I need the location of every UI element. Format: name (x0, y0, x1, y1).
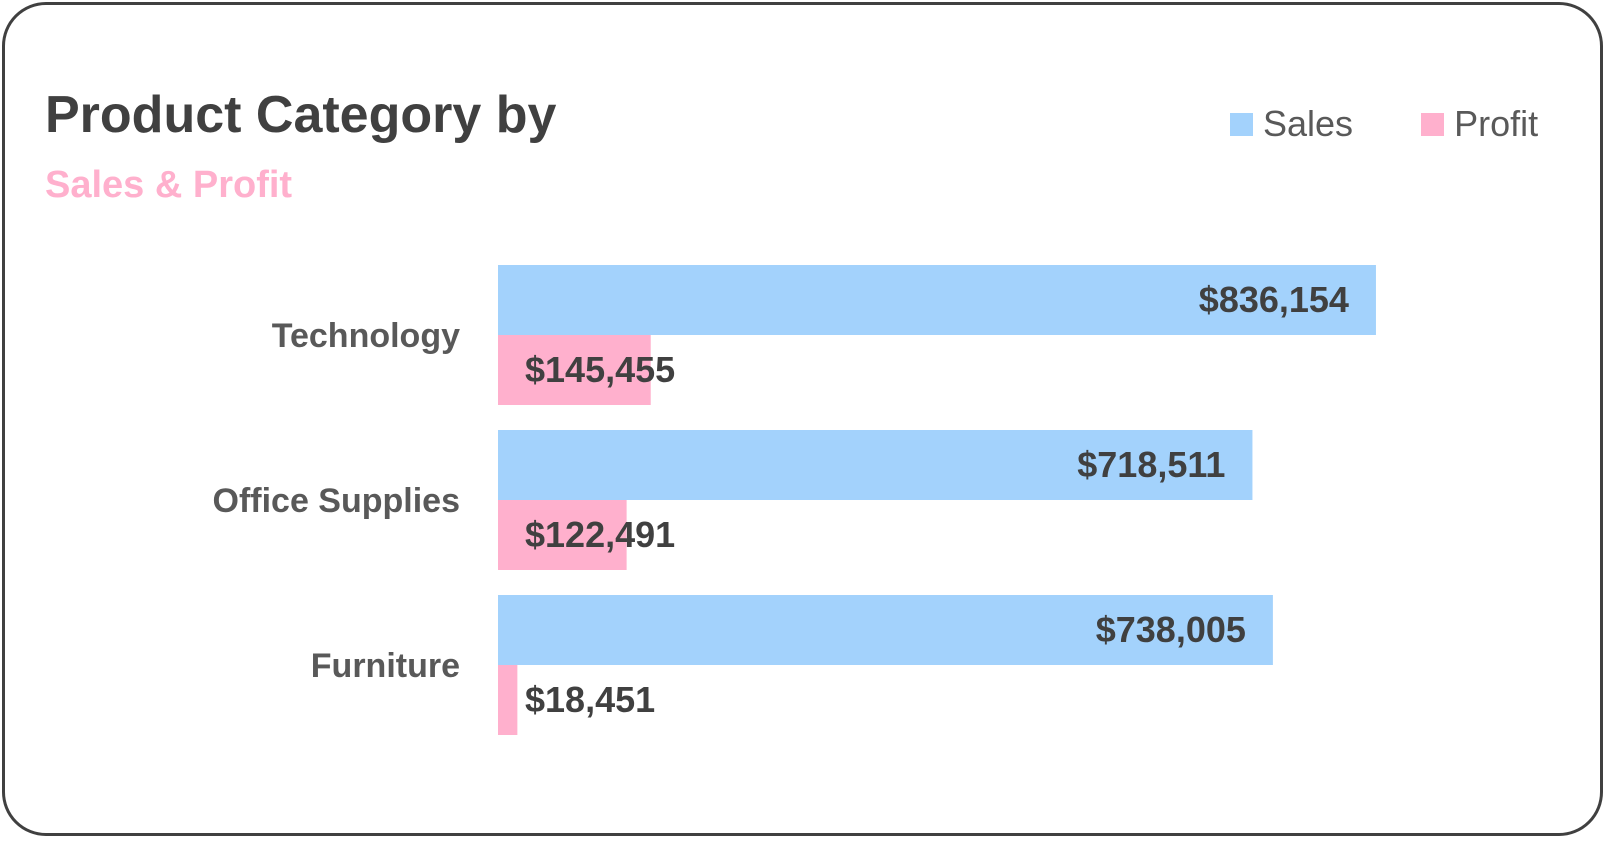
bar-profit-technology (498, 335, 651, 405)
legend-item-profit: Profit (1421, 106, 1538, 142)
data-label-profit-office-supplies: $122,491 (525, 514, 675, 555)
category-label-furniture: Furniture (311, 647, 460, 685)
bar-profit-furniture (498, 665, 518, 735)
legend-label-profit: Profit (1454, 103, 1539, 144)
bar-sales-furniture (498, 595, 1273, 665)
bar-sales-technology (498, 265, 1376, 335)
legend-swatch-sales (1230, 112, 1253, 136)
data-label-sales-technology: $836,154 (1199, 279, 1349, 320)
data-label-profit-furniture: $18,451 (525, 679, 655, 720)
chart-title: Product Category by (45, 86, 557, 144)
chart-subtitle: Sales & Profit (45, 164, 293, 206)
legend-swatch-profit (1421, 112, 1445, 136)
category-label-technology: Technology (272, 317, 460, 355)
data-label-sales-furniture: $738,005 (1096, 609, 1246, 650)
legend-item-sales: Sales (1230, 106, 1353, 142)
data-label-sales-office-supplies: $718,511 (1077, 444, 1225, 485)
category-label-office-supplies: Office Supplies (213, 482, 461, 520)
bar-sales-office-supplies (498, 430, 1253, 500)
bar-profit-office-supplies (498, 500, 627, 570)
chart-legend: Sales Profit (1230, 106, 1538, 142)
legend-label-sales: Sales (1263, 103, 1354, 144)
data-label-profit-technology: $145,455 (525, 349, 675, 390)
